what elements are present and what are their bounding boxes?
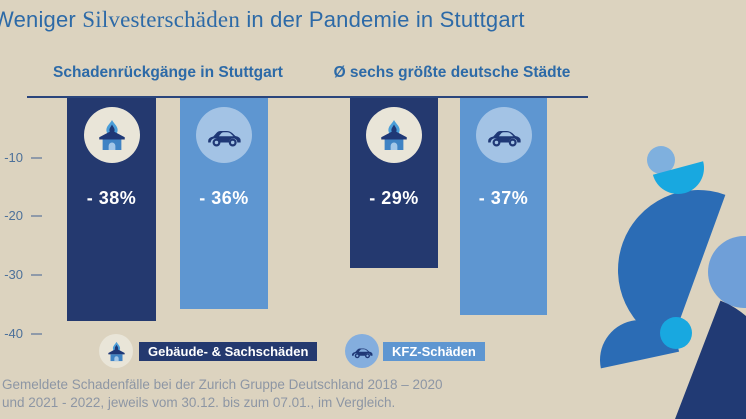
legend-kfz-label: KFZ-Schäden (383, 342, 485, 361)
car-icon (208, 130, 241, 147)
bar-kfz-stuttgart: - 36% (180, 98, 268, 309)
y-axis-tick (31, 157, 42, 159)
legend-kfz-icon (345, 334, 379, 368)
y-axis-tick (31, 215, 42, 217)
footer-note: Gemeldete Schadenfälle bei der Zurich Gr… (2, 376, 482, 411)
bar-icon-circle (366, 107, 422, 163)
y-axis-label: -30 (4, 267, 23, 282)
group-header-cities: Ø sechs größte deutsche Städte (333, 64, 571, 81)
house-fire-icon (381, 120, 407, 150)
bar-icon-circle (83, 107, 140, 163)
title-prefix: Weniger (0, 7, 83, 32)
deco-circle-lightblue (708, 236, 746, 308)
bar-icon-circle (196, 107, 252, 163)
bar-kfz-cities: - 37% (460, 98, 547, 315)
decorative-shapes (600, 146, 746, 419)
deco-circle-cyan (660, 317, 692, 349)
deco-circle-small (647, 146, 675, 174)
bar-value-label: - 38% (86, 188, 137, 208)
footer-line-1: Gemeldete Schadenfälle bei der Zurich Gr… (2, 377, 443, 392)
legend-gebaeude-label: Gebäude- & Sachschäden (139, 342, 318, 361)
title-suffix: in der Pandemie in Stuttgart (240, 7, 525, 32)
legend-gebaeude-icon (99, 334, 133, 368)
zero-baseline (27, 96, 588, 98)
y-axis-label: -40 (4, 326, 23, 341)
y-axis-tick (31, 274, 42, 276)
y-axis-label: -20 (4, 208, 23, 223)
bar-gebaeude-cities: - 29% (350, 98, 438, 268)
house-fire-icon (107, 341, 125, 361)
bar-value-label: - 36% (199, 188, 249, 208)
house-fire-icon (98, 120, 125, 150)
bar-icon-circle (475, 107, 532, 163)
y-axis-label: -10 (4, 150, 23, 165)
footer-line-2: und 2021 - 2022, jeweils vom 30.12. bis … (2, 394, 396, 410)
deco-dome-blue (600, 320, 680, 369)
deco-halfdisc-blue (618, 190, 726, 346)
bar-gebaeude-stuttgart: - 38% (67, 98, 156, 321)
y-axis-tick (31, 333, 42, 335)
bar-value-label: - 29% (369, 188, 419, 208)
group-header-stuttgart: Schadenrückgänge in Stuttgart (53, 64, 283, 81)
deco-halfdisc-navy (659, 300, 746, 419)
car-icon (487, 130, 521, 147)
car-icon (352, 348, 373, 359)
deco-bowl-cyan (652, 161, 704, 194)
title-serif-word: Silvesterschäden (82, 7, 241, 32)
page-title: Weniger Silvesterschäden in der Pandemie… (0, 7, 525, 33)
bar-value-label: - 37% (478, 188, 529, 208)
